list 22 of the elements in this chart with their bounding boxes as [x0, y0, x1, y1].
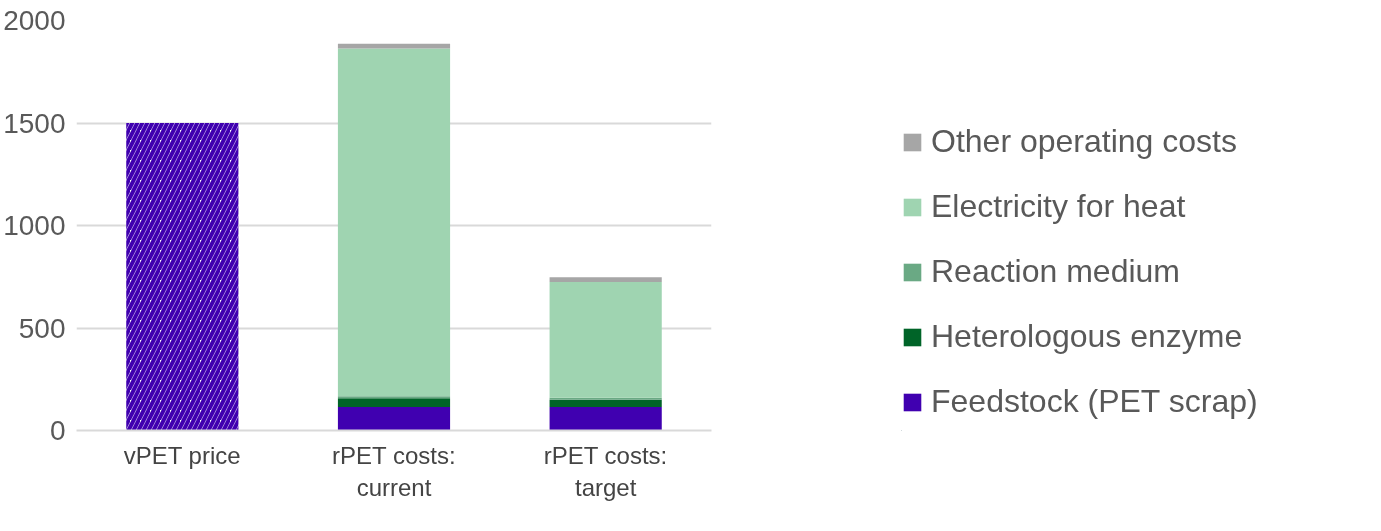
x-tick-label: rPET costs: target: [543, 441, 668, 501]
x-tick-label: vPET price: [123, 441, 241, 469]
y-tick-label: 1000: [3, 210, 66, 241]
legend-label: Electricity for heat: [931, 188, 1186, 225]
x-tick-label: rPET costs: current: [331, 441, 456, 501]
bar: [337, 398, 451, 407]
legend-label: Feedstock (PET scrap): [931, 383, 1258, 420]
y-tick-label: 500: [18, 312, 66, 344]
bar: [337, 48, 451, 397]
y-tick-label: 2000: [3, 5, 66, 36]
bar: [549, 399, 662, 407]
bar: [337, 396, 451, 399]
bar: [549, 281, 662, 398]
legend-label: Other operating costs: [931, 123, 1237, 160]
bar: [549, 397, 662, 400]
legend-label: Heterologous enzyme: [931, 318, 1243, 355]
y-tick-label: 0: [49, 415, 66, 446]
bar: [549, 277, 662, 282]
y-tick-label: 1500: [3, 107, 66, 139]
bar: [337, 406, 451, 431]
bar: [549, 406, 662, 431]
legend-label: Reaction medium: [931, 253, 1180, 290]
